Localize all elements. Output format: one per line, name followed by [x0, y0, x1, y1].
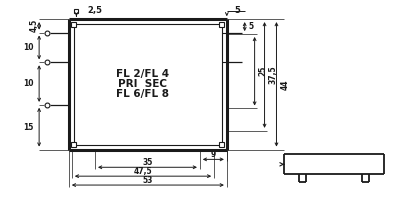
Text: 5: 5 — [235, 6, 241, 15]
Bar — [74, 9, 78, 13]
Text: 37,5: 37,5 — [268, 66, 278, 84]
Text: FL 2/FL 4: FL 2/FL 4 — [116, 69, 170, 80]
Text: 2,5: 2,5 — [87, 6, 102, 15]
Text: 25: 25 — [258, 66, 268, 76]
Text: 35: 35 — [142, 158, 153, 167]
Bar — [71, 142, 76, 147]
Text: 44: 44 — [280, 79, 290, 90]
Text: 9: 9 — [211, 150, 216, 159]
Bar — [71, 22, 76, 27]
Bar — [219, 142, 224, 147]
Text: FL 6/FL 8: FL 6/FL 8 — [116, 89, 169, 99]
Text: PRI  SEC: PRI SEC — [118, 79, 167, 89]
Text: 4,5: 4,5 — [30, 19, 39, 32]
Text: 47,5: 47,5 — [134, 167, 152, 176]
Text: 15: 15 — [23, 123, 33, 132]
Text: 10: 10 — [23, 43, 33, 52]
Text: 10: 10 — [23, 79, 33, 88]
Text: 5: 5 — [249, 22, 254, 31]
Text: 53: 53 — [143, 176, 153, 185]
Bar — [219, 22, 224, 27]
